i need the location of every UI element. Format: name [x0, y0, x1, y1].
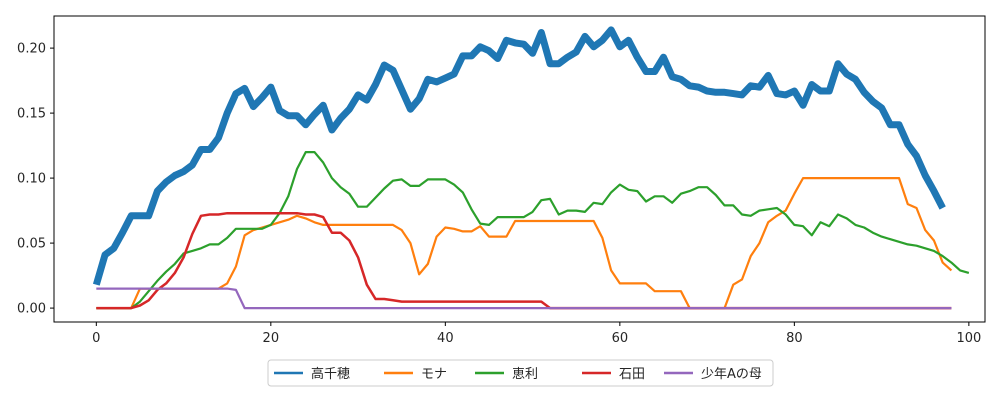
x-tick-label: 80: [786, 331, 803, 346]
y-tick-label: 0.00: [17, 302, 46, 317]
legend-label-series-1: 高千穂: [311, 366, 350, 382]
y-tick-label: 0.10: [17, 172, 46, 187]
x-axis: 0 20 40 60 80 100: [92, 322, 981, 346]
x-tick-label: 40: [437, 331, 454, 346]
x-tick-label: 0: [92, 331, 100, 346]
y-tick-label: 0.20: [17, 42, 46, 57]
x-tick-label: 100: [956, 331, 981, 346]
legend: 高千穂 モナ 恵利 石田 少年Aの母: [267, 359, 774, 387]
x-tick-label: 60: [612, 331, 629, 346]
plot-frame: [53, 15, 986, 323]
plot-lines: [92, 26, 970, 310]
series-1-line: [92, 26, 946, 286]
series-3-line: [96, 151, 970, 310]
legend-label-series-2: モナ: [421, 367, 447, 382]
series-4-line: [96, 211, 952, 310]
x-tick-label: 20: [263, 331, 280, 346]
series-5-line: [96, 287, 952, 310]
y-tick-label: 0.15: [17, 107, 46, 122]
legend-label-series-3: 恵利: [512, 367, 538, 382]
series-2-line: [96, 177, 953, 310]
legend-box: [267, 359, 774, 387]
y-axis: 0.00 0.05 0.10 0.15 0.20: [17, 42, 54, 317]
legend-label-series-5: 少年Aの母: [701, 367, 762, 382]
legend-label-series-4: 石田: [619, 367, 645, 382]
y-tick-label: 0.05: [17, 237, 46, 252]
